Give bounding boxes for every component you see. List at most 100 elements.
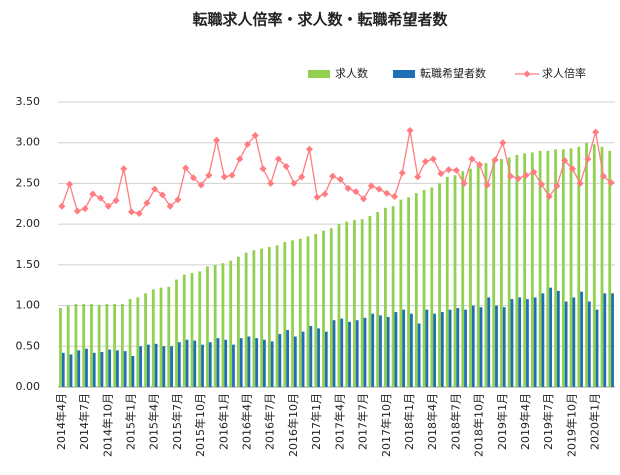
legend-swatch — [308, 70, 330, 78]
bar — [237, 256, 240, 387]
marker — [127, 208, 135, 216]
marker — [305, 145, 313, 153]
bar — [533, 297, 537, 387]
y-tick-label: 0.00 — [16, 380, 41, 393]
bar — [363, 317, 367, 387]
bar — [128, 299, 132, 387]
marker — [398, 169, 406, 177]
bar — [116, 350, 119, 387]
marker — [352, 188, 360, 196]
marker — [135, 210, 143, 218]
marker — [251, 131, 259, 139]
bar — [409, 313, 413, 387]
x-tick-label: 2016年7月 — [263, 393, 277, 450]
bar — [600, 146, 604, 387]
bar — [244, 252, 248, 387]
bar — [546, 150, 550, 387]
bar — [569, 148, 573, 387]
bar — [239, 338, 243, 387]
marker — [468, 155, 476, 163]
bar — [368, 216, 372, 387]
bar — [461, 171, 465, 387]
bar — [162, 346, 166, 387]
marker — [104, 202, 112, 210]
bar — [113, 303, 117, 387]
marker — [220, 173, 228, 181]
marker — [367, 182, 375, 190]
bar — [146, 344, 150, 387]
bar — [286, 330, 290, 387]
bar — [267, 246, 271, 387]
marker — [158, 191, 166, 199]
bar — [59, 308, 62, 387]
marker — [406, 127, 414, 134]
bar — [201, 344, 204, 387]
bar — [182, 274, 186, 387]
marker — [391, 192, 399, 200]
marker — [460, 179, 468, 187]
bar — [298, 238, 302, 387]
y-tick-label: 3.50 — [16, 95, 41, 108]
marker — [197, 181, 205, 189]
bar — [123, 351, 127, 387]
bar — [175, 279, 178, 387]
bar — [592, 144, 596, 387]
marker — [189, 174, 197, 182]
marker — [445, 166, 453, 174]
x-tick-label: 2019年4月 — [518, 393, 532, 450]
marker — [290, 179, 298, 187]
bar — [329, 228, 333, 387]
bar — [502, 307, 506, 387]
bar — [66, 305, 70, 387]
x-tick-label: 2015年7月 — [170, 393, 184, 450]
marker — [81, 205, 89, 213]
bar — [105, 303, 109, 387]
bar — [407, 197, 410, 387]
marker — [421, 157, 429, 165]
bar — [216, 338, 220, 387]
x-tick-label: 2017年7月 — [356, 393, 370, 450]
marker — [97, 194, 105, 202]
bar — [221, 263, 225, 387]
bar — [69, 354, 73, 387]
bar — [484, 163, 488, 387]
bar — [247, 336, 251, 387]
y-tick-label: 2.00 — [16, 217, 41, 230]
marker — [483, 181, 491, 189]
bar — [611, 293, 614, 387]
x-tick-label: 2019年1月 — [495, 393, 509, 450]
marker — [228, 171, 236, 179]
bar — [549, 287, 553, 387]
bar — [383, 207, 387, 387]
bar — [92, 352, 96, 387]
legend-label: 転職希望者数 — [420, 66, 486, 80]
y-tick-label: 1.50 — [16, 258, 41, 271]
x-tick-label: 2014年4月 — [54, 393, 68, 450]
chart-title: 転職求人倍率・求人数・転職希望者数 — [192, 11, 448, 29]
bar — [394, 312, 398, 387]
marker — [259, 165, 267, 173]
marker — [213, 136, 221, 144]
bar — [317, 328, 320, 387]
marker — [553, 182, 561, 190]
bar — [151, 289, 155, 387]
x-tick-label: 2016年10月 — [286, 393, 300, 457]
bar — [314, 233, 318, 387]
marker — [282, 162, 290, 170]
marker — [274, 155, 282, 163]
marker — [568, 165, 576, 173]
bar — [190, 273, 194, 387]
marker — [360, 195, 368, 203]
bar — [376, 211, 380, 387]
bar — [275, 245, 279, 387]
bar — [510, 299, 514, 387]
bar — [469, 168, 472, 387]
marker — [298, 173, 306, 181]
bar — [208, 342, 212, 387]
bar — [538, 150, 542, 387]
bar — [131, 356, 135, 387]
bar — [526, 299, 529, 387]
bar — [577, 146, 581, 387]
marker — [507, 172, 515, 180]
bar — [572, 297, 576, 387]
